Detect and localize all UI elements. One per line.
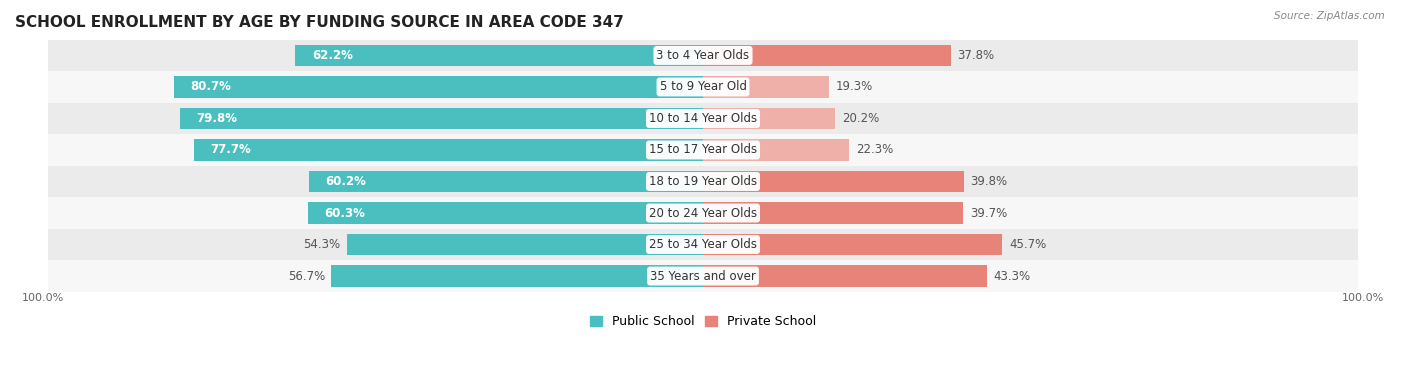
Text: 25 to 34 Year Olds: 25 to 34 Year Olds	[650, 238, 756, 251]
Text: 80.7%: 80.7%	[191, 80, 232, 93]
Bar	[295, 45, 703, 66]
Text: 54.3%: 54.3%	[304, 238, 340, 251]
Text: 62.2%: 62.2%	[312, 49, 353, 62]
Bar	[703, 45, 950, 66]
Text: 39.8%: 39.8%	[970, 175, 1008, 188]
Bar	[703, 171, 963, 192]
Text: 60.2%: 60.2%	[325, 175, 366, 188]
Bar	[703, 202, 963, 224]
Text: 79.8%: 79.8%	[197, 112, 238, 125]
Text: 5 to 9 Year Old: 5 to 9 Year Old	[659, 80, 747, 93]
Bar	[703, 108, 835, 129]
Text: 19.3%: 19.3%	[837, 80, 873, 93]
Text: SCHOOL ENROLLMENT BY AGE BY FUNDING SOURCE IN AREA CODE 347: SCHOOL ENROLLMENT BY AGE BY FUNDING SOUR…	[15, 15, 624, 30]
Text: 60.3%: 60.3%	[325, 207, 366, 219]
Bar	[194, 139, 703, 161]
Bar	[703, 265, 987, 287]
Text: 35 Years and over: 35 Years and over	[650, 270, 756, 282]
Bar	[48, 103, 1358, 134]
Bar	[180, 108, 703, 129]
Bar	[48, 134, 1358, 166]
Text: Source: ZipAtlas.com: Source: ZipAtlas.com	[1274, 11, 1385, 21]
Text: 43.3%: 43.3%	[993, 270, 1031, 282]
Bar	[48, 260, 1358, 292]
Text: 77.7%: 77.7%	[211, 144, 252, 156]
Bar	[48, 166, 1358, 197]
Bar	[48, 71, 1358, 103]
Bar	[703, 234, 1002, 255]
Bar	[48, 40, 1358, 71]
Text: 37.8%: 37.8%	[957, 49, 994, 62]
Text: 20 to 24 Year Olds: 20 to 24 Year Olds	[650, 207, 756, 219]
Text: 18 to 19 Year Olds: 18 to 19 Year Olds	[650, 175, 756, 188]
Bar	[347, 234, 703, 255]
Text: 22.3%: 22.3%	[856, 144, 893, 156]
Bar	[48, 229, 1358, 260]
Text: 3 to 4 Year Olds: 3 to 4 Year Olds	[657, 49, 749, 62]
Text: 100.0%: 100.0%	[1343, 293, 1385, 303]
Text: 39.7%: 39.7%	[970, 207, 1007, 219]
Text: 10 to 14 Year Olds: 10 to 14 Year Olds	[650, 112, 756, 125]
Text: 100.0%: 100.0%	[21, 293, 63, 303]
Legend: Public School, Private School: Public School, Private School	[585, 310, 821, 333]
Bar	[308, 171, 703, 192]
Text: 20.2%: 20.2%	[842, 112, 879, 125]
Text: 45.7%: 45.7%	[1010, 238, 1046, 251]
Bar	[308, 202, 703, 224]
Bar	[703, 139, 849, 161]
Bar	[48, 197, 1358, 229]
Bar	[332, 265, 703, 287]
Text: 15 to 17 Year Olds: 15 to 17 Year Olds	[650, 144, 756, 156]
Text: 56.7%: 56.7%	[288, 270, 325, 282]
Bar	[703, 76, 830, 98]
Bar	[174, 76, 703, 98]
